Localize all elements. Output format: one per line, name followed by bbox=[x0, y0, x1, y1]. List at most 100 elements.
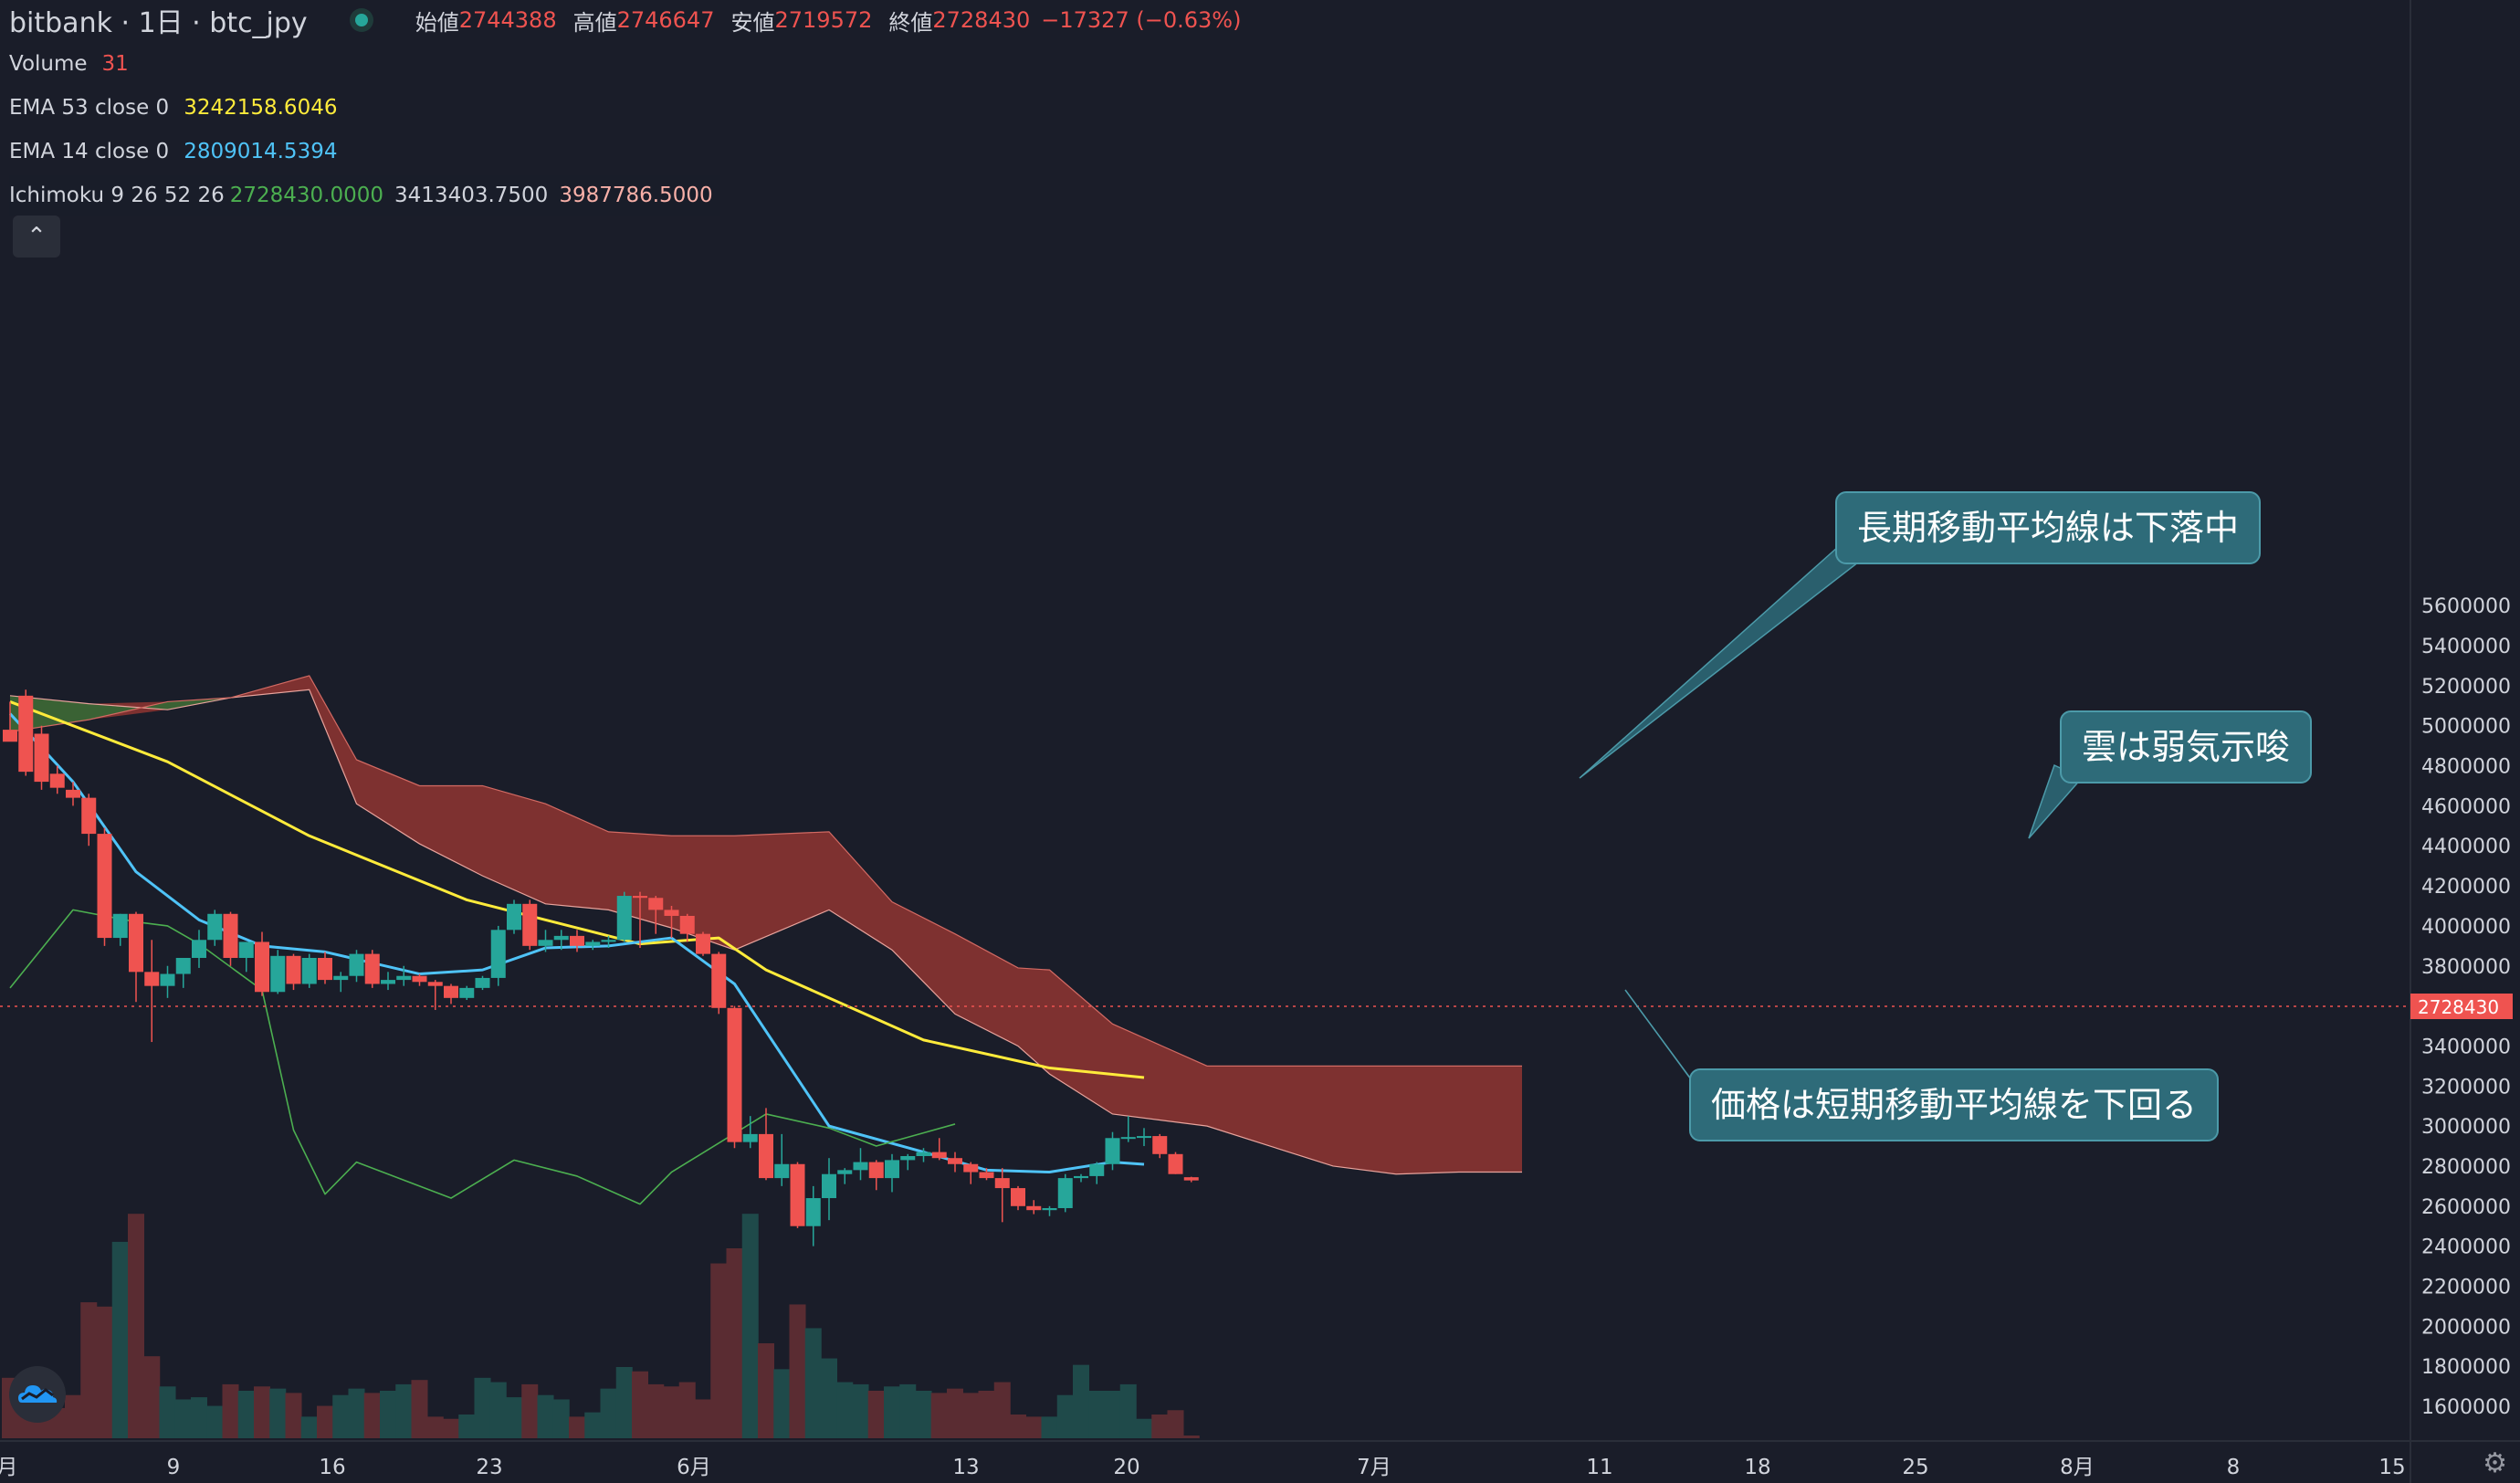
volume-bar bbox=[159, 1386, 176, 1438]
ichimoku-value-2: 3413403.7500 bbox=[394, 184, 549, 207]
candle-body bbox=[1042, 1207, 1057, 1211]
volume-bar bbox=[395, 1383, 413, 1438]
candle-body bbox=[223, 913, 238, 958]
candle-body bbox=[1105, 1138, 1120, 1164]
legend-ema53[interactable]: EMA 53 close 0 3242158.6046 bbox=[9, 88, 337, 128]
volume-bar bbox=[222, 1383, 239, 1438]
volume-bar bbox=[426, 1416, 444, 1438]
volume-bar bbox=[1041, 1416, 1058, 1438]
candle-body bbox=[711, 953, 727, 1008]
candle-body bbox=[1057, 1178, 1073, 1208]
price-tick-label: 4600000 bbox=[2421, 795, 2511, 818]
volume-bar bbox=[65, 1394, 81, 1438]
volume-bar bbox=[80, 1302, 98, 1438]
ichimoku-value-1: 2728430.0000 bbox=[229, 184, 384, 207]
candle-body bbox=[585, 941, 601, 946]
volume-bar bbox=[884, 1386, 900, 1438]
candle-body bbox=[696, 933, 710, 954]
volume-bar bbox=[443, 1418, 459, 1438]
volume-bar bbox=[111, 1241, 129, 1438]
close-value: 2728430 bbox=[932, 7, 1031, 33]
candle-body bbox=[616, 896, 632, 941]
legend-ema14[interactable]: EMA 14 close 0 2809014.5394 bbox=[9, 131, 337, 172]
price-tick-label: 1600000 bbox=[2421, 1396, 2511, 1419]
volume-bar bbox=[269, 1388, 287, 1438]
cloud-area bbox=[10, 675, 1522, 1174]
open-value: 2744388 bbox=[458, 7, 557, 33]
candle-body bbox=[1137, 1136, 1151, 1139]
tradingview-logo[interactable] bbox=[9, 1366, 66, 1423]
last-price-label: 2728430 bbox=[2410, 994, 2513, 1019]
senkou-span-b bbox=[9, 675, 1522, 1067]
candle-body bbox=[238, 941, 254, 958]
symbol-header[interactable]: bitbank · 1日 · btc_jpy 始値 2744388 高値 27466… bbox=[9, 2, 1241, 39]
candle-body bbox=[381, 980, 395, 984]
callout-long-ma-text: 長期移動平均線は下落中 bbox=[1857, 508, 2240, 548]
candle-body bbox=[49, 773, 65, 788]
time-tick-label: 6月 bbox=[677, 1456, 711, 1479]
candle-body bbox=[97, 834, 112, 939]
candle-body bbox=[805, 1198, 821, 1226]
collapse-legend-button[interactable]: ⌃ bbox=[13, 216, 60, 258]
volume-bar bbox=[1182, 1436, 1200, 1438]
candle-body bbox=[1183, 1177, 1199, 1181]
volume-bar bbox=[962, 1393, 980, 1438]
volume-bars bbox=[2, 1214, 1200, 1438]
time-tick-label: 13 bbox=[952, 1456, 979, 1479]
price-tick-label: 1800000 bbox=[2421, 1356, 2511, 1379]
volume-bar bbox=[821, 1358, 837, 1438]
senkou-span-a bbox=[9, 689, 1522, 1175]
candle-body bbox=[270, 955, 286, 993]
ichimoku-cloud bbox=[9, 675, 1522, 1175]
volume-bar bbox=[647, 1383, 665, 1438]
gear-icon[interactable]: ⚙ bbox=[2483, 1447, 2507, 1479]
volume-bar bbox=[758, 1343, 774, 1438]
candle-body bbox=[1120, 1137, 1136, 1140]
ema14-label: EMA 14 close 0 bbox=[9, 140, 170, 163]
low-value: 2719572 bbox=[774, 7, 873, 33]
volume-bar bbox=[852, 1383, 869, 1438]
candle-body bbox=[507, 903, 521, 931]
price-tick-label: 3400000 bbox=[2421, 1036, 2511, 1058]
candle-body bbox=[207, 913, 223, 941]
volume-bar bbox=[899, 1383, 917, 1438]
time-tick-label: 23 bbox=[476, 1456, 502, 1479]
candle-body bbox=[570, 935, 584, 946]
callout-cloud: 雲は弱気示唆 bbox=[2060, 710, 2313, 784]
volume-bar bbox=[1056, 1394, 1074, 1438]
candle-body bbox=[679, 915, 695, 934]
ema53-line bbox=[9, 700, 1145, 1079]
ichimoku-value-3: 3987786.5000 bbox=[559, 184, 713, 207]
legend-ichimoku[interactable]: Ichimoku 9 26 52 26 2728430.0000 3413403.7… bbox=[9, 175, 720, 216]
callout-long-ma: 長期移動平均線は下落中 bbox=[1835, 491, 2262, 564]
symbol-title[interactable]: bitbank · 1日 · btc_jpy bbox=[9, 7, 308, 39]
legend-volume[interactable]: Volume 31 bbox=[9, 44, 129, 84]
price-tick-label: 5600000 bbox=[2421, 595, 2511, 618]
volume-bar bbox=[915, 1391, 932, 1438]
ichimoku-label: Ichimoku 9 26 52 26 bbox=[9, 184, 225, 207]
volume-bar bbox=[237, 1391, 255, 1438]
candle-body bbox=[538, 940, 553, 946]
candle-body bbox=[948, 1158, 962, 1164]
candle-body bbox=[490, 930, 506, 978]
volume-bar bbox=[695, 1399, 711, 1438]
price-tick-label: 2600000 bbox=[2421, 1196, 2511, 1219]
volume-bar bbox=[993, 1382, 1011, 1438]
candle-body bbox=[112, 913, 128, 939]
time-tick-label: 8月 bbox=[2060, 1456, 2095, 1479]
volume-bar bbox=[947, 1388, 963, 1438]
low-label: 安値 bbox=[730, 9, 775, 36]
candle-body bbox=[286, 955, 301, 984]
volume-bar bbox=[411, 1380, 428, 1438]
candle-body bbox=[81, 797, 97, 835]
candle-body bbox=[885, 1160, 899, 1179]
volume-bar bbox=[741, 1214, 759, 1438]
callout-pointers bbox=[1579, 545, 2084, 1095]
volume-bar bbox=[191, 1397, 207, 1438]
volume-bar bbox=[1088, 1391, 1106, 1438]
volume-bar bbox=[537, 1394, 554, 1438]
volume-bar bbox=[804, 1328, 822, 1438]
price-tick-label: 2800000 bbox=[2421, 1156, 2511, 1179]
volume-bar bbox=[380, 1391, 396, 1438]
